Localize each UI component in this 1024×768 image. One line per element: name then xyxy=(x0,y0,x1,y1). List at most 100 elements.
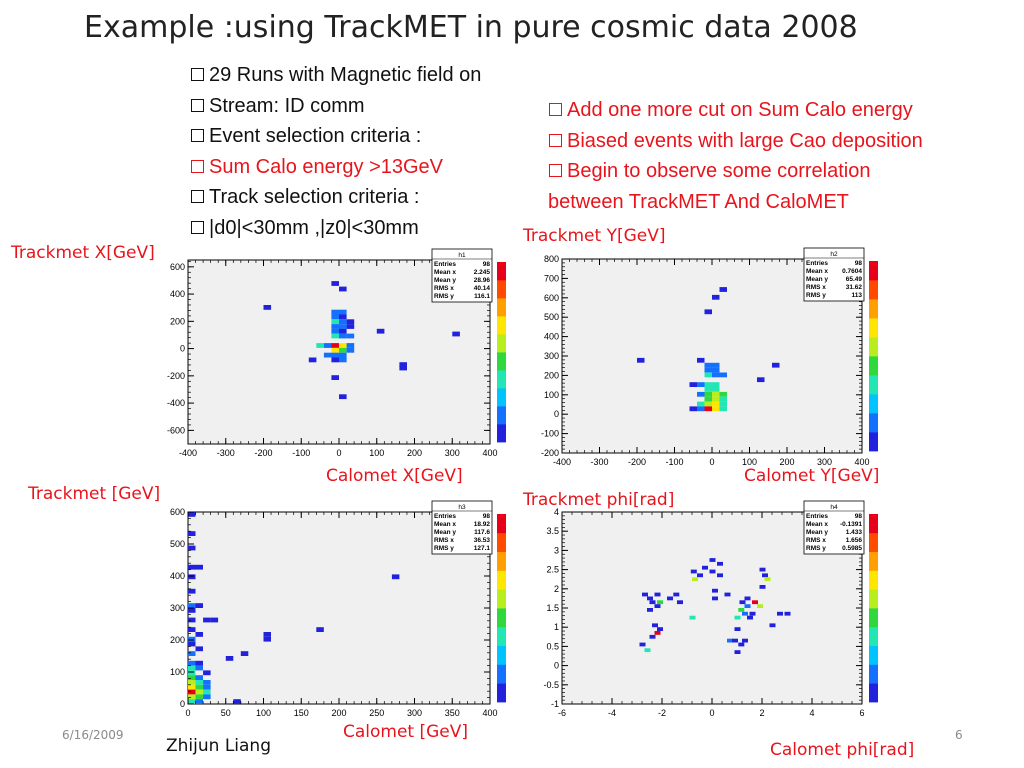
color-scale-segment xyxy=(497,664,506,684)
x-tick-label: 350 xyxy=(445,708,460,718)
bullet-correlation-cont: between TrackMET And CaloMET xyxy=(548,190,849,213)
histogram-bin xyxy=(654,592,661,597)
plot4-xlabel: Calomet phi[rad] xyxy=(770,740,915,760)
histogram-bin xyxy=(188,608,196,613)
y-tick-label: 2.5 xyxy=(546,565,559,575)
histogram-bin xyxy=(704,372,712,378)
histogram-bin xyxy=(719,401,727,407)
histogram-bin xyxy=(759,585,766,589)
stats-value: 65.49 xyxy=(846,276,863,283)
x-tick-label: 200 xyxy=(331,708,346,718)
histogram-bin xyxy=(704,309,712,315)
histogram-bin xyxy=(188,689,196,695)
stats-value: 1.433 xyxy=(846,529,863,536)
h3-histogram: 0 50 100 150 200 250 300 350 400 0 100 200 300 400 500… xyxy=(170,500,506,718)
histogram-bin xyxy=(339,333,347,339)
stats-value: 127.1 xyxy=(474,545,491,552)
histogram-bin xyxy=(331,375,339,380)
x-tick-label: 200 xyxy=(779,457,794,467)
y-tick-label: 700 xyxy=(544,273,559,283)
x-tick-label: 300 xyxy=(817,457,832,467)
histogram-bin xyxy=(689,615,696,620)
stats-value: 117.6 xyxy=(474,529,490,536)
stats-box xyxy=(803,247,865,302)
histogram-bin xyxy=(712,396,720,402)
histogram-bin xyxy=(712,382,720,387)
stats-box-title: h2 xyxy=(830,251,838,258)
histogram-bin xyxy=(704,387,712,392)
histogram-bin xyxy=(724,592,731,597)
histogram-bin xyxy=(331,309,339,315)
histogram-bin xyxy=(704,391,712,397)
x-tick-label: 50 xyxy=(221,708,231,718)
stats-key: RMS y xyxy=(806,545,826,552)
stats-value: 0.5985 xyxy=(842,545,862,552)
y-tick-label: 200 xyxy=(170,635,185,645)
bullet-extra-cut: Add one more cut on Sum Calo energy xyxy=(548,95,923,126)
color-scale-segment xyxy=(497,551,506,571)
histogram-bin xyxy=(742,638,748,643)
color-scale-segment xyxy=(497,514,506,534)
histogram-bin xyxy=(188,627,196,632)
color-scale-segment xyxy=(497,589,506,609)
y-tick-label: 0 xyxy=(554,409,559,419)
h1-histogram: -400 -300 -200 -100 0 100 200 300 400 -600 -400 -20… xyxy=(167,248,506,458)
histogram-bin xyxy=(263,305,272,310)
y-tick-label: 300 xyxy=(170,603,185,613)
histogram-bin xyxy=(188,641,196,647)
histogram-bin xyxy=(195,646,203,652)
plot1-ylabel: Trackmet X[GeV] xyxy=(11,243,155,263)
y-tick-label: 0 xyxy=(180,699,185,709)
stats-box xyxy=(431,500,493,555)
color-scale-segment xyxy=(497,370,506,389)
histogram-bin xyxy=(339,324,347,329)
histogram-bin xyxy=(195,564,203,570)
color-scale-segment xyxy=(497,570,506,590)
color-scale-segment xyxy=(869,337,878,357)
histogram-bin xyxy=(339,328,347,334)
histogram-bin xyxy=(654,604,661,608)
x-tick-label: -400 xyxy=(553,457,571,467)
histogram-bin xyxy=(639,642,646,647)
histogram-bin xyxy=(652,623,658,628)
y-tick-label: 400 xyxy=(170,289,185,299)
histogram-bin xyxy=(339,394,347,400)
plot4-ylabel: Trackmet phi[rad] xyxy=(523,490,675,510)
plot3-ylabel: Trackmet [GeV] xyxy=(28,484,161,504)
histogram-bin xyxy=(727,638,733,643)
histogram-bin xyxy=(339,286,347,292)
color-scale-segment xyxy=(497,532,506,552)
histogram-bin xyxy=(188,699,196,704)
y-tick-label: 1.5 xyxy=(546,603,559,613)
histogram-bin xyxy=(744,596,751,601)
histogram-bin xyxy=(654,631,661,635)
y-tick-label: -200 xyxy=(541,448,559,458)
histogram-bin xyxy=(704,406,712,412)
x-tick-label: 250 xyxy=(369,708,384,718)
y-tick-label: 3 xyxy=(554,545,559,555)
histogram-bin xyxy=(188,694,196,700)
histogram-bin xyxy=(709,558,716,562)
color-scale-segment xyxy=(497,388,506,407)
stats-value: 0.7604 xyxy=(842,268,862,275)
x-tick-label: 400 xyxy=(854,457,869,467)
histogram-bin xyxy=(376,328,385,334)
histogram-bin xyxy=(734,650,741,654)
histogram-bin xyxy=(331,324,339,329)
bullet-stream: Stream: ID comm xyxy=(190,91,481,122)
x-tick-label: -2 xyxy=(658,708,666,718)
h4-histogram: -6 -4 -2 0 2 4 6 -1 -0.5 0 0.5 1 1.5 2 2.5 3 3.5 4 h4Entri… xyxy=(543,500,878,718)
stats-value: 40.14 xyxy=(474,285,491,292)
histogram-bin xyxy=(772,362,780,368)
histogram-bin xyxy=(702,565,708,570)
histogram-bin xyxy=(762,573,768,578)
histogram-bin xyxy=(712,401,720,407)
stats-box-title: h3 xyxy=(458,504,466,511)
histogram-bin xyxy=(719,287,727,292)
y-tick-label: 400 xyxy=(170,571,185,581)
histogram-bin xyxy=(188,636,196,642)
color-scale-segment xyxy=(869,532,878,552)
histogram-bin xyxy=(240,651,249,656)
stats-key: RMS y xyxy=(806,292,826,299)
histogram-bin xyxy=(697,382,705,387)
